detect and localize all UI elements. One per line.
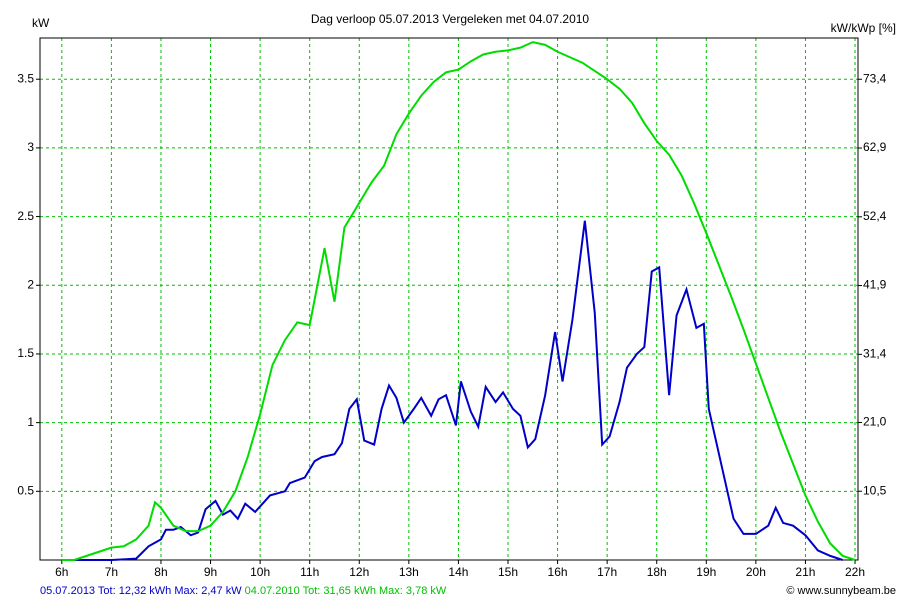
x-tick-label: 15h	[498, 565, 518, 579]
legend-summary: Tot: 31,65 kWh Max: 3,78 kW	[303, 585, 447, 597]
plot-frame	[39, 37, 859, 561]
y2-tick-label: 73,4	[863, 71, 887, 85]
legend: 05.07.2013 Tot: 12,32 kWh Max: 2,47 kW 0…	[40, 585, 447, 597]
x-tick-label: 9h	[204, 565, 217, 579]
y-tick-label: 3	[27, 140, 34, 154]
x-tick-label: 22h	[845, 565, 865, 579]
y-tick-label: 0.5	[17, 483, 34, 497]
y-axis-label: kW	[32, 16, 50, 30]
y2-tick-label: 10,5	[863, 483, 887, 497]
x-tick-label: 21h	[795, 565, 815, 579]
x-tick-label: 19h	[696, 565, 716, 579]
x-tick-label: 16h	[548, 565, 568, 579]
x-tick-label: 7h	[105, 565, 118, 579]
x-tick-label: 14h	[448, 565, 468, 579]
credit: © www.sunnybeam.be	[786, 585, 896, 597]
y2-axis-label: kW/kWp [%]	[831, 21, 896, 35]
x-tick-label: 8h	[154, 565, 167, 579]
y2-tick-label: 41,9	[863, 278, 887, 292]
y-tick-label: 2	[27, 277, 34, 291]
chart-title: Dag verloop 05.07.2013 Vergeleken met 04…	[311, 12, 590, 26]
legend-name: 04.07.2010	[245, 585, 300, 597]
x-tick-label: 11h	[300, 565, 319, 579]
x-tick-label: 10h	[250, 565, 270, 579]
x-tick-label: 6h	[55, 565, 68, 579]
series-line	[61, 41, 856, 561]
legend-summary: Tot: 12,32 kWh Max: 2,47 kW	[98, 585, 242, 597]
y-tick-label: 1.5	[17, 346, 34, 360]
y2-tick-label: 62,9	[863, 140, 887, 154]
y2-tick-label: 52,4	[863, 209, 887, 223]
y-tick-label: 3.5	[17, 71, 34, 85]
x-tick-label: 13h	[399, 565, 419, 579]
x-tick-label: 12h	[349, 565, 369, 579]
y-tick-label: 2.5	[17, 209, 34, 223]
y-tick-label: 1	[27, 415, 34, 429]
y2-tick-label: 21,0	[863, 415, 887, 429]
y2-tick-label: 31,4	[863, 347, 887, 361]
x-tick-label: 18h	[647, 565, 667, 579]
x-tick-label: 20h	[746, 565, 766, 579]
legend-name: 05.07.2013	[40, 585, 95, 597]
series-line	[61, 220, 843, 561]
x-tick-label: 17h	[597, 565, 617, 579]
